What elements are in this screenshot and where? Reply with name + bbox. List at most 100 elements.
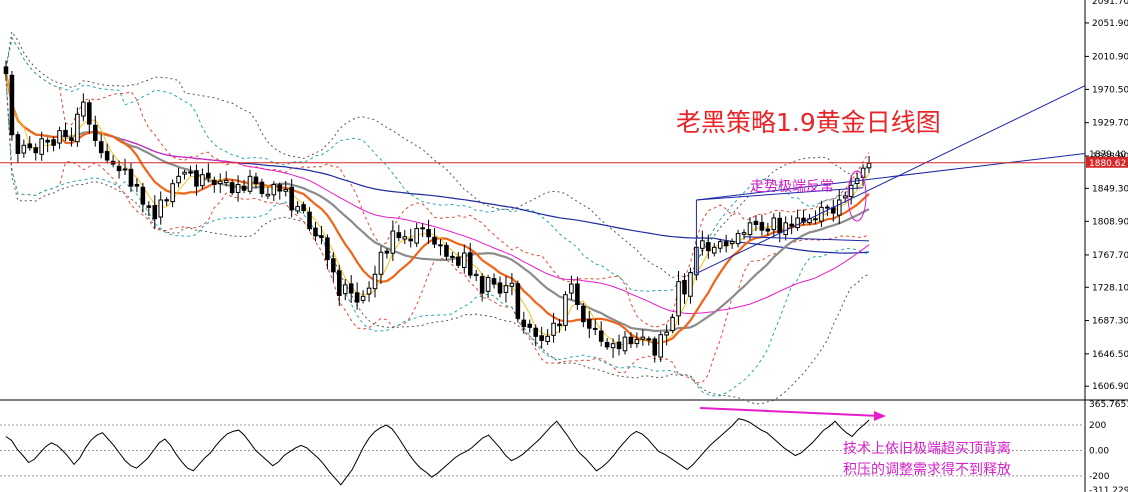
candle-up xyxy=(200,174,205,187)
candle-up xyxy=(700,240,705,249)
oscillator-axis-ticks: 365.7651 200 0.00 -200 -311.229 xyxy=(1089,400,1128,492)
candle-up xyxy=(39,138,44,155)
candle-down xyxy=(420,227,425,230)
candle-up xyxy=(75,113,80,143)
oscillator-annotation-line-1: 技术上依旧极端超买顶背离 xyxy=(843,440,1011,457)
candle-up xyxy=(771,217,777,231)
channel-bottom xyxy=(744,236,870,242)
candle-down xyxy=(348,283,354,294)
candle-down xyxy=(592,327,598,330)
candle-up xyxy=(265,193,271,197)
oscillator-levels xyxy=(0,424,1085,477)
candle-down xyxy=(604,341,610,348)
candle-up xyxy=(122,168,128,171)
moving-averages xyxy=(4,73,870,346)
candle-down xyxy=(652,338,658,356)
ma-gray xyxy=(4,73,870,333)
price-axis-label: 2091.70 xyxy=(1092,0,1128,7)
candle-down xyxy=(69,137,74,141)
candle-up xyxy=(551,322,556,336)
candle-down xyxy=(259,181,265,194)
candle-up xyxy=(414,228,419,244)
candle-down xyxy=(307,211,312,230)
candle-up xyxy=(170,183,175,203)
candle-down xyxy=(206,172,211,179)
price-axis-label: 1929.70 xyxy=(1092,119,1128,129)
trendlines xyxy=(695,85,1086,274)
candle-up xyxy=(795,217,800,229)
candlestick-series xyxy=(3,60,872,363)
candle-up xyxy=(634,339,640,345)
candle-up xyxy=(461,252,467,268)
oscillator-axis-label: 365.7651 xyxy=(1089,400,1128,410)
candle-up xyxy=(372,273,378,290)
candle-down xyxy=(212,179,217,185)
candle-up xyxy=(729,241,735,245)
candle-up xyxy=(223,179,229,184)
ma-orange xyxy=(4,73,870,345)
candle-up xyxy=(747,222,753,236)
candle-down xyxy=(408,238,414,242)
candle-down xyxy=(706,242,711,252)
candle-up xyxy=(717,241,723,249)
candle-down xyxy=(831,207,836,214)
candle-down xyxy=(456,256,461,266)
candle-down xyxy=(384,250,390,254)
candle-down xyxy=(628,336,634,345)
candle-up xyxy=(485,277,491,292)
bollinger-gray-lower xyxy=(5,78,870,405)
candle-up xyxy=(390,230,396,254)
candle-down xyxy=(759,222,765,231)
candle-down xyxy=(253,176,259,185)
candle-up xyxy=(688,272,693,297)
candle-up xyxy=(813,218,818,221)
candle-down xyxy=(194,170,199,187)
oscillator-line xyxy=(5,418,870,486)
candle-down xyxy=(188,171,193,174)
candle-up xyxy=(842,195,848,199)
candle-down xyxy=(396,232,402,239)
candle-up xyxy=(783,222,788,236)
candle-down xyxy=(319,235,324,239)
price-pane: 2051.902010.901970.501929.701888.901849.… xyxy=(0,0,1128,405)
candle-down xyxy=(491,278,497,285)
candle-up xyxy=(295,206,300,212)
candle-down xyxy=(777,217,783,234)
candle-up xyxy=(860,167,866,178)
anomaly-annotation: 走势极端反常 xyxy=(750,179,834,195)
candle-down xyxy=(27,143,33,149)
candle-down xyxy=(789,223,794,227)
candle-down xyxy=(497,282,503,294)
candle-down xyxy=(479,276,485,294)
chart-title: 老黑策略1.9黄金日线图 xyxy=(676,108,941,137)
candle-up xyxy=(569,283,574,294)
candle-up xyxy=(81,101,86,117)
candle-down xyxy=(539,335,544,341)
candle-up xyxy=(622,336,628,352)
candle-up xyxy=(57,130,62,144)
candle-up xyxy=(360,295,366,301)
oscillator-axis-label: 200 xyxy=(1089,421,1106,431)
candle-up xyxy=(158,199,164,218)
candle-down xyxy=(581,306,586,323)
candle-up xyxy=(402,236,408,240)
candle-down xyxy=(140,186,146,205)
candle-down xyxy=(116,165,122,172)
candle-down xyxy=(444,244,449,257)
candle-down xyxy=(92,124,98,141)
bollinger-teal-lower xyxy=(5,78,870,397)
candle-down xyxy=(3,66,9,74)
candle-down xyxy=(313,227,318,237)
trendline-upper xyxy=(696,152,1086,201)
candle-up xyxy=(741,232,747,235)
candle-down xyxy=(33,147,39,154)
candle-up xyxy=(176,175,181,184)
candle-down xyxy=(45,139,50,143)
candle-down xyxy=(467,252,473,276)
oscillator-annotation-line-2: 积压的调整需求得不到释放 xyxy=(843,461,1011,478)
candle-up xyxy=(235,183,241,193)
candle-down xyxy=(241,185,247,191)
candle-up xyxy=(271,183,277,196)
